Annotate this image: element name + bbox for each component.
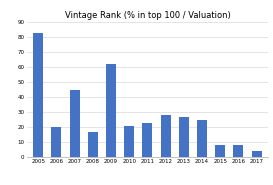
Bar bbox=[179, 117, 189, 157]
Bar bbox=[197, 120, 207, 157]
Bar bbox=[143, 123, 152, 157]
Title: Vintage Rank (% in top 100 / Valuation): Vintage Rank (% in top 100 / Valuation) bbox=[64, 11, 230, 20]
Bar bbox=[88, 132, 98, 157]
Bar bbox=[51, 127, 61, 157]
Bar bbox=[106, 64, 116, 157]
Bar bbox=[252, 151, 262, 157]
Bar bbox=[161, 115, 171, 157]
Bar bbox=[233, 145, 244, 157]
Bar bbox=[70, 90, 80, 157]
Bar bbox=[33, 33, 43, 157]
Bar bbox=[124, 126, 134, 157]
Bar bbox=[215, 145, 225, 157]
